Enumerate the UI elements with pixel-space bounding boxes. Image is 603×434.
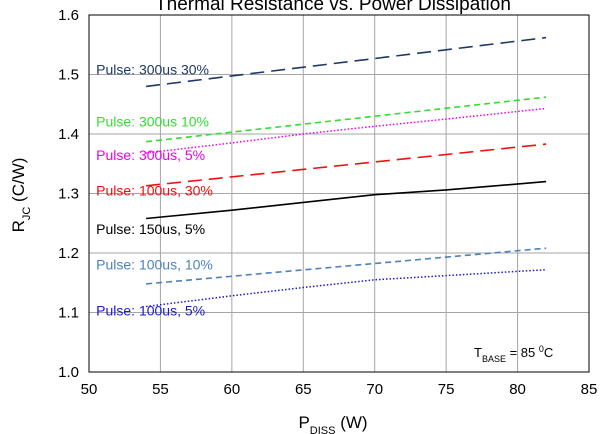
series-label: Pulse: 300us 30% [96, 62, 209, 78]
x-tick-label: 50 [81, 381, 98, 398]
x-tick-labels: 50 55 60 65 70 75 80 85 [81, 381, 598, 398]
series-lines [146, 36, 547, 308]
series-line [146, 180, 547, 220]
base-temperature-note: TBASE = 85 0C [474, 344, 553, 364]
series-line [146, 107, 547, 154]
y-tick-labels: 1.0 1.1 1.2 1.3 1.4 1.5 1.6 [58, 7, 79, 381]
series-line [146, 247, 547, 285]
plot-frame [88, 14, 590, 373]
series-line [146, 36, 547, 88]
series-label: Pulse: 300us 10% [96, 113, 209, 129]
x-tick-label: 80 [509, 381, 526, 398]
series-line [146, 268, 547, 308]
y-tick-label: 1.4 [58, 126, 79, 143]
x-tick-label: 85 [581, 381, 598, 398]
y-tick-label: 1.6 [58, 7, 79, 24]
series-label: Pulse: 300us, 5% [96, 147, 205, 163]
y-tick-label: 1.1 [58, 305, 79, 322]
series-line [146, 96, 547, 143]
x-tick-label: 55 [152, 381, 169, 398]
series-label: Pulse: 150us, 5% [96, 221, 205, 237]
series-label: Pulse: 100us, 30% [96, 182, 213, 198]
chart-title: Thermal Resistance vs. Power Dissipation [155, 0, 511, 15]
x-tick-label: 65 [295, 381, 312, 398]
series-line [146, 143, 547, 187]
y-tick-label: 1.0 [58, 364, 79, 381]
x-tick-label: 70 [366, 381, 383, 398]
series-label: Pulse: 100us, 10% [96, 257, 213, 273]
x-axis-title: PDISS (W) [298, 413, 367, 434]
x-tick-label: 60 [224, 381, 241, 398]
y-axis-title: RJC (C/W) [9, 158, 33, 233]
x-tick-label: 75 [438, 381, 455, 398]
y-tick-label: 1.2 [58, 245, 79, 262]
y-tick-label: 1.5 [58, 67, 79, 84]
y-tick-label: 1.3 [58, 186, 79, 203]
grid [88, 14, 590, 373]
series-labels: Pulse: 300us 30% Pulse: 300us 10% Pulse: 3… [96, 62, 213, 319]
series-label: Pulse: 100us, 5% [96, 302, 205, 318]
